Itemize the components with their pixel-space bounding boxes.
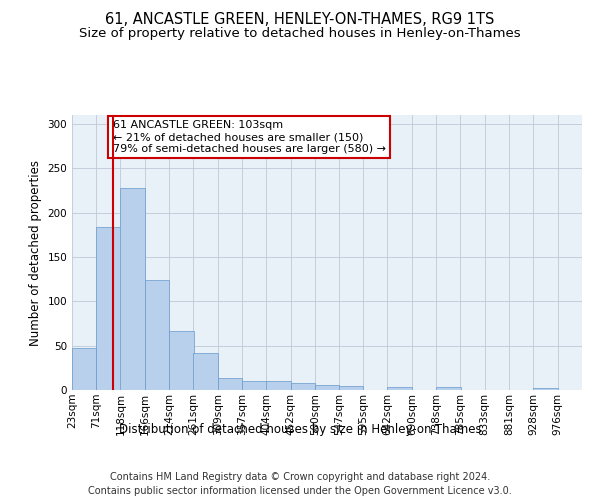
Bar <box>339 386 364 390</box>
Bar <box>388 388 412 390</box>
Bar <box>242 381 266 390</box>
Text: Contains public sector information licensed under the Open Government Licence v3: Contains public sector information licen… <box>88 486 512 496</box>
Bar <box>218 378 242 390</box>
Bar <box>97 227 121 390</box>
Bar <box>121 188 145 390</box>
Bar <box>266 381 290 390</box>
Y-axis label: Number of detached properties: Number of detached properties <box>29 160 42 346</box>
Bar <box>290 383 315 390</box>
Bar <box>315 384 340 390</box>
Text: Contains HM Land Registry data © Crown copyright and database right 2024.: Contains HM Land Registry data © Crown c… <box>110 472 490 482</box>
Bar <box>436 388 461 390</box>
Text: 61, ANCASTLE GREEN, HENLEY-ON-THAMES, RG9 1TS: 61, ANCASTLE GREEN, HENLEY-ON-THAMES, RG… <box>106 12 494 28</box>
Bar <box>72 348 97 390</box>
Text: Size of property relative to detached houses in Henley-on-Thames: Size of property relative to detached ho… <box>79 28 521 40</box>
Bar <box>145 280 169 390</box>
Bar <box>169 330 194 390</box>
Bar <box>533 388 557 390</box>
Text: Distribution of detached houses by size in Henley-on-Thames: Distribution of detached houses by size … <box>119 422 481 436</box>
Text: 61 ANCASTLE GREEN: 103sqm
← 21% of detached houses are smaller (150)
79% of semi: 61 ANCASTLE GREEN: 103sqm ← 21% of detac… <box>113 120 386 154</box>
Bar <box>193 352 218 390</box>
